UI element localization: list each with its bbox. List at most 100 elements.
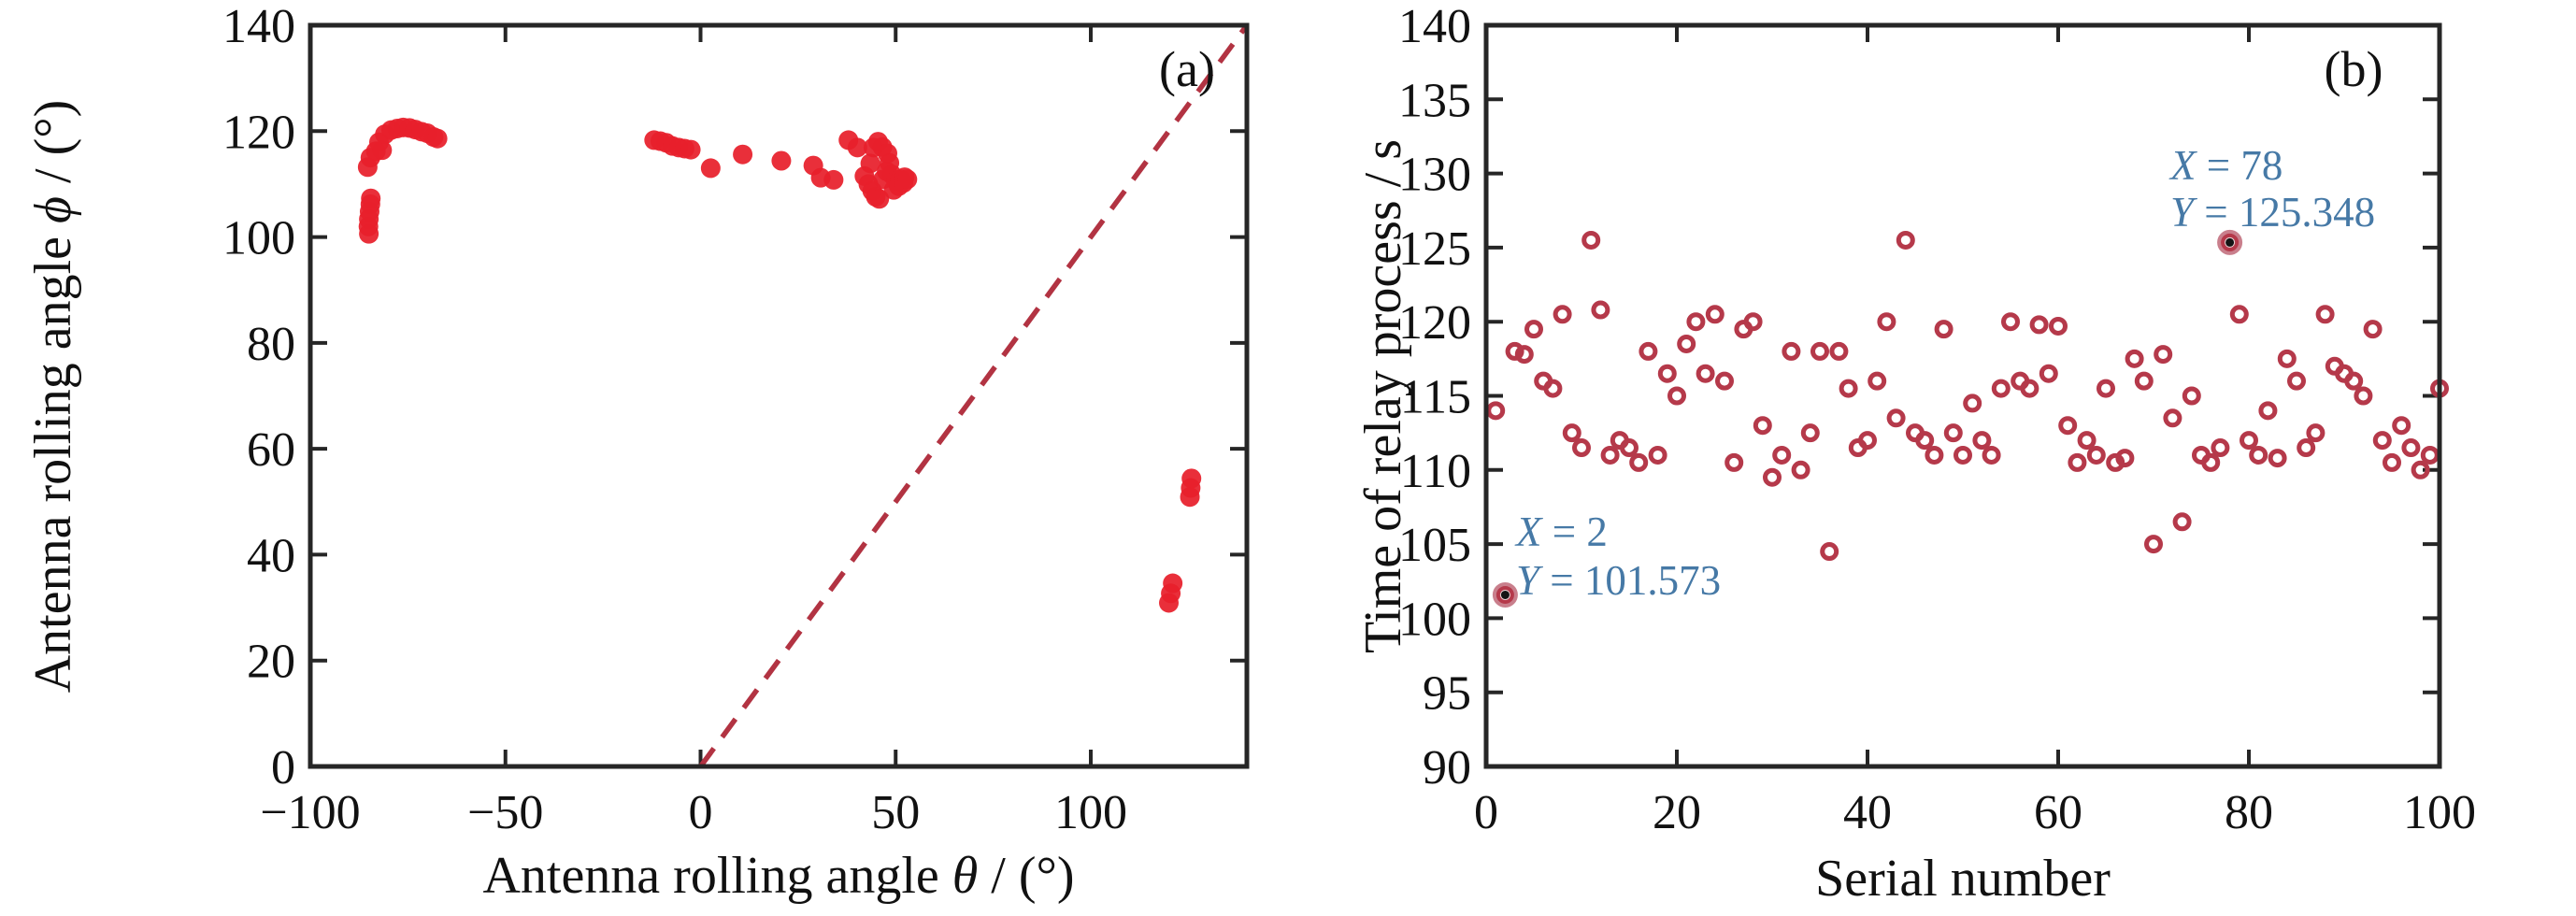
panel-b-data-point [2020, 379, 2039, 398]
panel-a-x-tick-label: −100 [260, 786, 360, 839]
panel-b-data-point [1868, 371, 1887, 391]
panel-b-data-point [2172, 512, 2192, 532]
panel-b-data-point [1591, 300, 1610, 320]
panel-b-data-point [2201, 452, 2221, 472]
panel-b-x-tick-label: 20 [1653, 786, 1701, 839]
panel-b-y-tick-label: 90 [1423, 741, 1471, 794]
panel-a-y-tick-label: 100 [222, 212, 295, 265]
panel-b-data-point [2277, 349, 2297, 368]
panel-b-data-point [2125, 349, 2144, 368]
panel-b-data-point [2049, 316, 2068, 336]
panel-b-data-point [2039, 364, 2058, 383]
annotation-point-78: X = 78 Y = 125.348 [2168, 142, 2375, 236]
panel-b-y-tick-label: 115 [1400, 371, 1471, 424]
panel-b-data-point [1800, 423, 1820, 443]
panel-b-data-point [2383, 452, 2401, 472]
panel-b-data-point [1686, 312, 1706, 332]
panel-b-highlighted-point-ring [1496, 585, 1514, 604]
panel-b-data-point [2086, 445, 2106, 465]
panel-b-data-point [2134, 371, 2154, 391]
panel-b-x-tick-label: 40 [1843, 786, 1892, 839]
annotation-line: Y = 101.573 [1516, 557, 1721, 604]
panel-b-x-axis-title: Serial number [1815, 850, 2111, 908]
panel-a-corner-label: (a) [1159, 41, 1215, 97]
panel-b-data-point [1696, 364, 1715, 383]
panel-b-data-point [1972, 431, 1992, 451]
panel-b-data-point [2182, 386, 2201, 406]
panel-b-data-point [2144, 535, 2163, 554]
panel-b-y-tick-label: 95 [1423, 667, 1471, 721]
panel-a-data-point [847, 137, 867, 158]
panel-a-x-tick-label: 100 [1054, 786, 1127, 839]
panel-b-data-point [2258, 401, 2278, 421]
panel-b-data-point [2344, 371, 2364, 391]
panel-b-data-point [1677, 334, 1696, 353]
panel-b-data-point [1543, 379, 1563, 398]
panel-b-data-point [1715, 371, 1734, 391]
panel-b-data-point [1505, 341, 1524, 361]
panel-b-data-point [1896, 230, 1915, 250]
panel-a-data-point [361, 188, 381, 208]
panel-b-y-tick-label: 105 [1398, 519, 1471, 572]
panel-a-plot-area: −100 −50 0 50 100 0 20 40 60 80 100 120 140 [222, 0, 1250, 839]
panel-b-data-point [1810, 341, 1829, 361]
panel-a-x-tick-label: −50 [467, 786, 543, 839]
panel-b-x-tick-label: 60 [2034, 786, 2082, 839]
panel-b-data-point [1743, 312, 1763, 332]
panel-b-data-point [1782, 341, 1801, 361]
panel-b-data-point [2297, 438, 2316, 458]
panel-b-data-point [1629, 452, 1649, 472]
panel-b-data-point [1657, 364, 1677, 383]
panel-b-data-point [1982, 445, 2001, 465]
panel-b-data-point [1763, 467, 1782, 487]
annotation-point-2: X = 2 Y = 101.573 [1514, 508, 1721, 604]
panel-b-data-point [1724, 452, 1744, 472]
panel-b-data-point [1934, 320, 1953, 339]
panel-a-data-point [869, 189, 890, 209]
panel-b-data-point [2240, 431, 2258, 451]
panel-b-data-point [2354, 386, 2373, 406]
panel-a-data-point [771, 150, 792, 171]
panel-b-x-tick-label: 0 [1474, 786, 1498, 839]
panel-b-data-point [1600, 445, 1620, 465]
panel-b-data-point [2154, 345, 2173, 365]
panel-a-y-tick-label: 20 [247, 636, 295, 689]
panel-a-x-tick-label: 0 [689, 786, 713, 839]
panel-a-y-tick-label: 80 [247, 318, 295, 371]
panel-b-data-point [1514, 345, 1534, 365]
panel-b-data-point [2029, 315, 2049, 335]
panel-b-data-point [1858, 431, 1877, 451]
panel-b-data-point [1820, 542, 1839, 562]
panel-b-y-tick-label: 125 [1398, 222, 1471, 276]
panel-b-data-point [1877, 312, 1896, 332]
panel-b-data-point [2229, 305, 2249, 324]
panel-b-data-point [1572, 438, 1591, 458]
panel-b-data-point [1791, 460, 1810, 479]
panel-b-data-point [1753, 416, 1772, 436]
annotation-line: Y = 125.348 [2170, 189, 2375, 236]
panel-b-data-point [2249, 445, 2268, 465]
panel-b-plot-area: 0 20 40 60 80 100 90 95 100 105 110 115 120 125 130 135… [1398, 0, 2476, 839]
panel-b-data-point [1915, 431, 1935, 451]
panel-b-data-point [2163, 408, 2182, 428]
panel-b-y-axis-title: Time of relay process / s [1354, 139, 1412, 653]
panel-a-data-point [823, 169, 844, 190]
panel-b-y-tick-label: 110 [1400, 445, 1471, 498]
panel-b-data-point [2287, 371, 2306, 391]
panel-b-data-point [1581, 230, 1601, 250]
panel-b-data-point [2401, 438, 2421, 458]
panel-b-data-point [1991, 379, 2011, 398]
panel-b-data-point [2268, 449, 2287, 468]
panel-b-data-point [1639, 341, 1658, 361]
panel-b-highlighted-point-center [2225, 237, 2235, 247]
panel-b-data-point [2363, 320, 2383, 339]
panel-b-data-point [1620, 438, 1639, 458]
panel-a-y-tick-label: 40 [247, 529, 295, 582]
panel-b-data-point [1667, 386, 1686, 406]
panel-b-y-tick-label: 135 [1398, 74, 1471, 127]
panel-a-y-axis-title: Antenna rolling angle ϕ / (°) [24, 100, 82, 694]
panel-b-data-point [2115, 449, 2135, 468]
panel-b-data-point [1486, 401, 1506, 421]
